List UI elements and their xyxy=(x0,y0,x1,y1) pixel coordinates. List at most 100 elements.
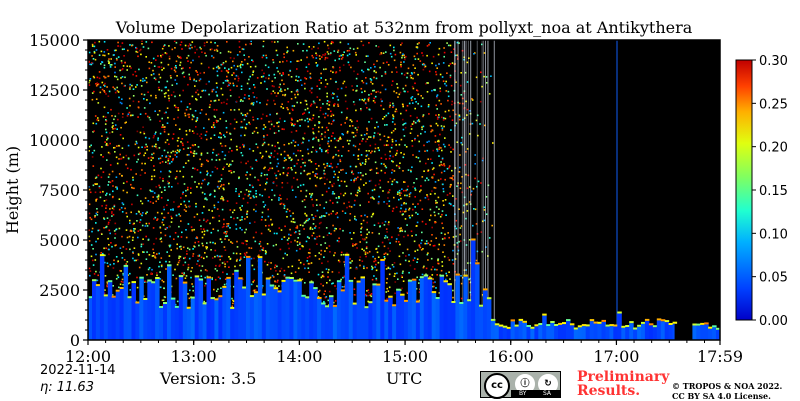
noise-pixel xyxy=(235,145,238,148)
noise-pixel xyxy=(391,160,393,162)
noise-pixel xyxy=(322,103,324,105)
noise-pixel xyxy=(125,212,128,214)
noise-pixel xyxy=(344,94,347,97)
layer-edge xyxy=(629,321,634,324)
noise-pixel xyxy=(449,115,451,118)
noise-pixel xyxy=(346,130,349,133)
noise-pixel xyxy=(89,216,91,219)
noise-pixel xyxy=(481,250,483,253)
noise-pixel xyxy=(261,56,264,59)
noise-pixel xyxy=(318,55,321,57)
noise-pixel xyxy=(324,53,327,55)
noise-pixel xyxy=(323,68,325,71)
noise-pixel xyxy=(92,264,95,266)
noise-pixel xyxy=(205,83,208,85)
x-axis-label: UTC xyxy=(386,369,423,388)
noise-pixel xyxy=(396,83,398,85)
noise-pixel xyxy=(212,88,215,91)
noise-pixel xyxy=(215,154,218,157)
profile-streak xyxy=(485,40,486,320)
noise-pixel xyxy=(135,75,138,77)
noise-pixel xyxy=(150,190,152,193)
noise-pixel xyxy=(190,150,192,153)
noise-pixel xyxy=(309,118,311,121)
noise-pixel xyxy=(324,296,327,299)
noise-pixel xyxy=(400,229,402,232)
noise-pixel xyxy=(175,124,177,126)
noise-pixel xyxy=(418,299,421,302)
noise-pixel xyxy=(405,189,407,192)
noise-pixel xyxy=(226,131,228,134)
noise-pixel xyxy=(218,158,221,161)
noise-pixel xyxy=(205,138,208,141)
noise-pixel xyxy=(371,267,374,269)
noise-pixel xyxy=(380,98,382,100)
noise-pixel xyxy=(238,177,240,180)
noise-pixel xyxy=(362,219,365,222)
noise-pixel xyxy=(268,74,270,77)
layer-edge xyxy=(103,294,109,297)
noise-pixel xyxy=(366,228,368,231)
noise-pixel xyxy=(386,231,388,233)
noise-pixel xyxy=(177,206,179,208)
noise-pixel xyxy=(190,61,192,64)
noise-pixel xyxy=(450,204,452,206)
noise-pixel xyxy=(267,143,270,146)
noise-pixel xyxy=(449,76,452,79)
noise-pixel xyxy=(261,157,263,159)
noise-pixel xyxy=(217,65,220,68)
noise-pixel xyxy=(333,176,335,178)
noise-pixel xyxy=(207,182,210,184)
noise-pixel xyxy=(194,45,196,48)
noise-pixel xyxy=(387,290,390,292)
noise-pixel xyxy=(275,95,278,97)
noise-pixel xyxy=(248,193,251,196)
noise-pixel xyxy=(352,243,354,245)
noise-pixel xyxy=(307,148,309,151)
noise-pixel xyxy=(387,238,390,241)
noise-pixel xyxy=(316,204,318,206)
noise-pixel xyxy=(264,188,266,191)
noise-pixel xyxy=(111,126,114,128)
noise-pixel xyxy=(370,293,373,295)
noise-pixel xyxy=(456,242,459,244)
noise-pixel xyxy=(156,147,158,150)
noise-pixel xyxy=(176,82,178,85)
noise-pixel xyxy=(135,50,137,53)
noise-pixel xyxy=(432,281,435,284)
noise-pixel xyxy=(136,194,139,197)
noise-pixel xyxy=(358,98,361,101)
noise-pixel xyxy=(162,281,165,283)
noise-pixel xyxy=(109,219,111,221)
noise-pixel xyxy=(368,150,370,152)
noise-pixel xyxy=(286,182,289,184)
noise-pixel xyxy=(326,247,328,249)
noise-pixel xyxy=(240,191,242,193)
noise-pixel xyxy=(200,269,202,272)
noise-pixel xyxy=(326,100,329,102)
noise-pixel xyxy=(94,177,97,179)
noise-pixel xyxy=(168,162,171,165)
noise-pixel xyxy=(421,52,423,54)
noise-pixel xyxy=(216,74,219,77)
noise-pixel xyxy=(451,100,453,103)
noise-pixel xyxy=(467,262,469,264)
noise-pixel xyxy=(267,215,270,218)
noise-pixel xyxy=(332,71,334,74)
noise-pixel xyxy=(453,102,456,104)
noise-pixel xyxy=(431,89,433,92)
noise-pixel xyxy=(416,299,419,301)
noise-pixel xyxy=(296,244,299,246)
x-tick-label: 17:00 xyxy=(593,347,639,366)
low-layer xyxy=(88,238,720,340)
noise-pixel xyxy=(244,94,246,96)
noise-pixel xyxy=(310,77,312,80)
noise-pixel xyxy=(251,59,253,61)
noise-pixel xyxy=(332,282,334,284)
noise-pixel xyxy=(451,259,454,261)
noise-pixel xyxy=(240,126,242,129)
noise-pixel xyxy=(150,94,152,97)
noise-pixel xyxy=(435,71,437,73)
noise-pixel xyxy=(244,231,246,234)
noise-pixel xyxy=(271,144,274,147)
